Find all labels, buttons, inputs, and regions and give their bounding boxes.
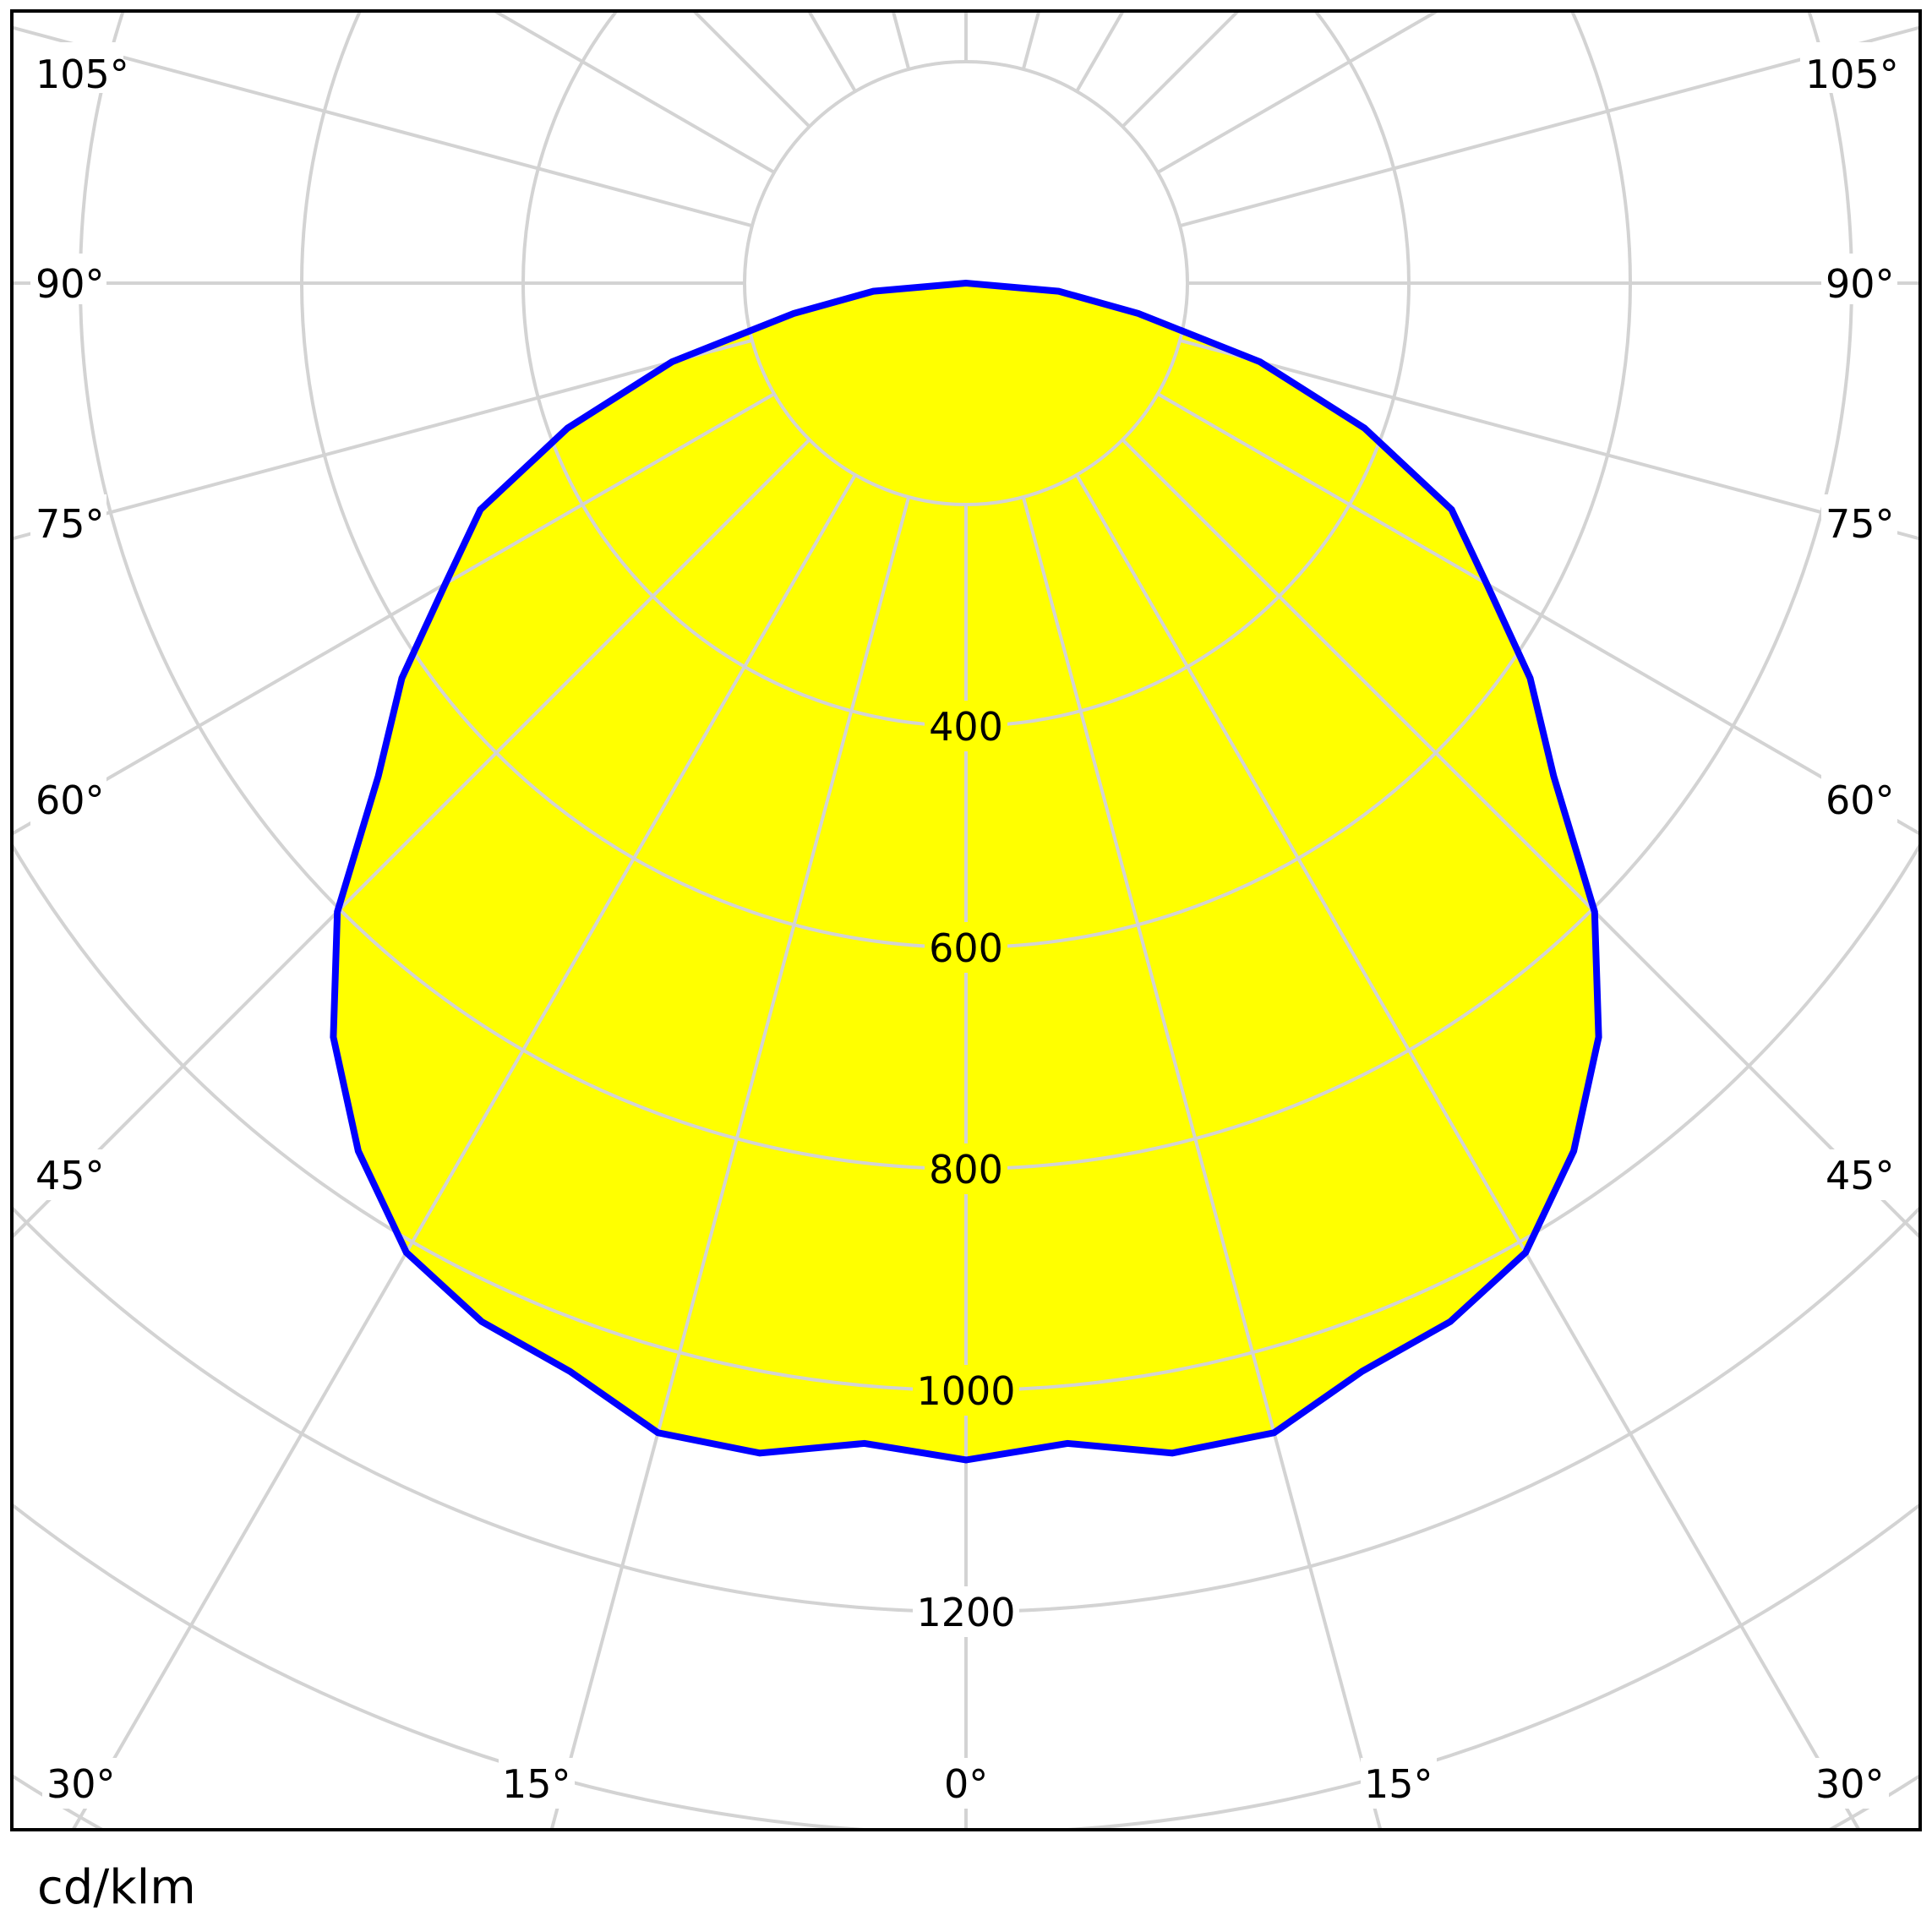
radial-gridline	[1075, 473, 1599, 1460]
ring-label-400: 400	[929, 704, 1003, 750]
angle-label-75-left: 75°	[35, 501, 105, 547]
radial-gridline	[0, 0, 752, 226]
ring-labels: 400 600 800 1000 1200	[913, 701, 1019, 1637]
ring-label-bg	[913, 1365, 1019, 1416]
radial-gridline	[333, 438, 811, 1460]
radial-gridline	[12, 338, 753, 541]
ring-label-bg	[925, 922, 1007, 973]
angle-label-105-right: 105°	[1805, 52, 1899, 97]
ring-gridline	[743, 283, 1189, 506]
angle-label-15-bottom-right: 15°	[1364, 1761, 1433, 1807]
angle-label-0-bottom: 0°	[944, 1761, 988, 1807]
angle-label-90-left: 90°	[35, 261, 105, 307]
ring-label-1200: 1200	[916, 1590, 1015, 1635]
angle-label-75-right: 75°	[1826, 501, 1895, 547]
ring-label-bg	[925, 1143, 1007, 1194]
angle-label-60-left: 60°	[35, 778, 105, 823]
angle-labels-bottom: 30° 15° 0° 15° 30°	[42, 1758, 1889, 1809]
radial-gridline	[1179, 25, 1920, 228]
unit-label: cd/klm	[37, 1860, 196, 1915]
radial-gridline	[1021, 496, 1599, 1460]
plot-frame	[10, 9, 1922, 1831]
ring-label-800: 800	[929, 1147, 1003, 1192]
angle-label-90-right: 90°	[1826, 261, 1895, 307]
radial-gridline	[1179, 338, 1920, 541]
ring-label-1000: 1000	[916, 1368, 1015, 1414]
radial-gridline	[333, 496, 911, 1460]
ring-label-600: 600	[929, 925, 1003, 971]
intensity-outline	[330, 279, 1602, 1464]
radial-gridline	[1121, 438, 1599, 1460]
angle-labels-left: 105° 90° 75° 60° 45°	[30, 42, 129, 1200]
radial-gridline	[1156, 392, 1920, 837]
radial-gridline	[1180, 0, 1932, 226]
angle-label-105-left: 105°	[35, 52, 129, 97]
ring-label-bg	[913, 1586, 1019, 1637]
angle-label-15-bottom-left: 15°	[502, 1761, 571, 1807]
angle-label-45-left: 45°	[35, 1153, 105, 1198]
ring-label-bg	[925, 701, 1007, 751]
radial-gridline	[12, 25, 753, 228]
angle-label-30-bottom-right: 30°	[1815, 1761, 1885, 1807]
angle-label-30-bottom-left: 30°	[46, 1761, 116, 1807]
angle-label-60-right: 60°	[1826, 778, 1895, 823]
angle-labels-right: 105° 90° 75° 60° 45°	[1800, 42, 1902, 1200]
radial-gridline	[333, 473, 857, 1460]
angle-label-45-right: 45°	[1826, 1153, 1895, 1198]
radial-gridline	[12, 392, 776, 837]
